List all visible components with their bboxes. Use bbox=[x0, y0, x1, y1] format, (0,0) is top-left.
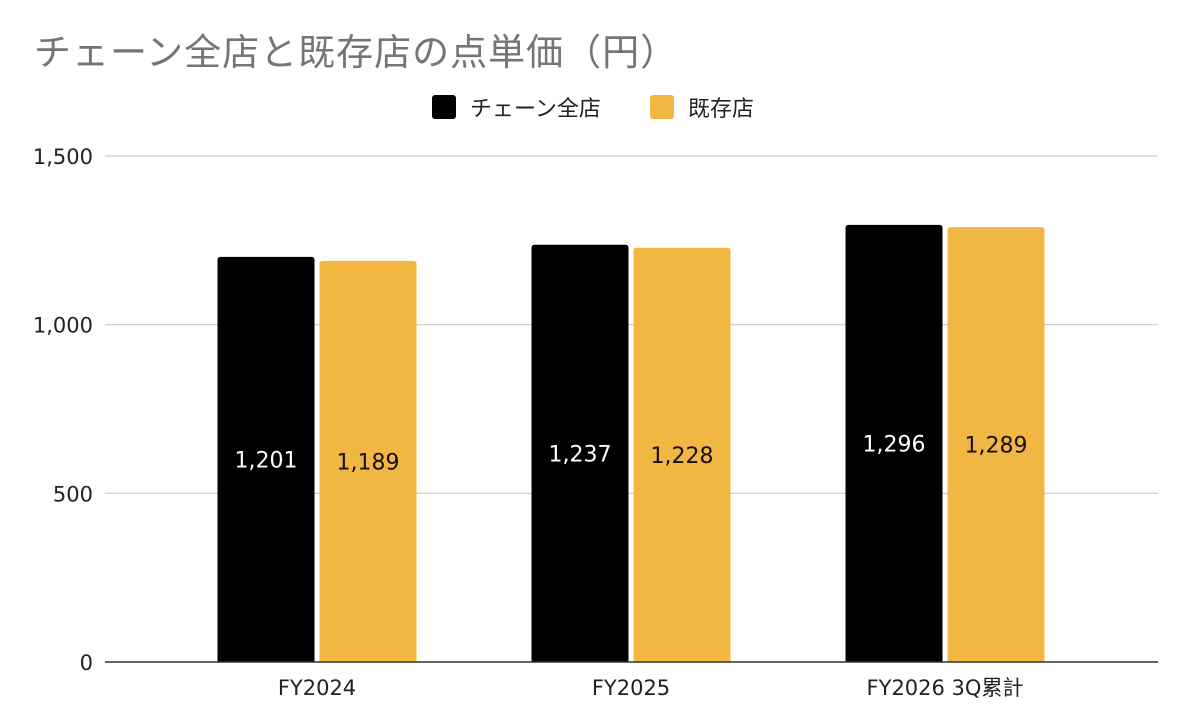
y-tick-label: 0 bbox=[80, 651, 93, 675]
legend: チェーン全店 既存店 bbox=[0, 92, 1186, 122]
bar bbox=[217, 256, 315, 662]
bar bbox=[947, 227, 1045, 662]
data-label: 1,189 bbox=[337, 450, 400, 475]
data-label: 1,289 bbox=[965, 434, 1028, 459]
legend-item-existing-stores: 既存店 bbox=[650, 92, 754, 122]
bar bbox=[633, 247, 731, 662]
data-label: 1,201 bbox=[235, 448, 298, 473]
legend-item-chain-all-stores: チェーン全店 bbox=[432, 92, 601, 122]
legend-label-existing-stores: 既存店 bbox=[688, 97, 755, 122]
x-tick-label: FY2024 bbox=[278, 676, 356, 700]
data-label: 1,237 bbox=[549, 442, 612, 467]
bar bbox=[531, 244, 629, 662]
data-label: 1,228 bbox=[651, 444, 714, 469]
legend-label-chain-all-stores: チェーン全店 bbox=[470, 97, 601, 122]
legend-swatch-chain-all-stores bbox=[432, 95, 456, 119]
y-tick-label: 1,000 bbox=[33, 314, 93, 338]
chart-title: チェーン全店と既存店の点単価（円） bbox=[34, 31, 679, 74]
y-tick-label: 500 bbox=[53, 482, 93, 506]
bar bbox=[319, 260, 417, 662]
bar bbox=[845, 224, 943, 663]
legend-swatch-existing-stores bbox=[650, 95, 674, 119]
x-tick-label: FY2026 3Q累計 bbox=[867, 676, 1024, 700]
y-tick-label: 1,500 bbox=[33, 145, 93, 169]
data-label: 1,296 bbox=[863, 432, 926, 457]
x-tick-label: FY2025 bbox=[592, 676, 670, 700]
